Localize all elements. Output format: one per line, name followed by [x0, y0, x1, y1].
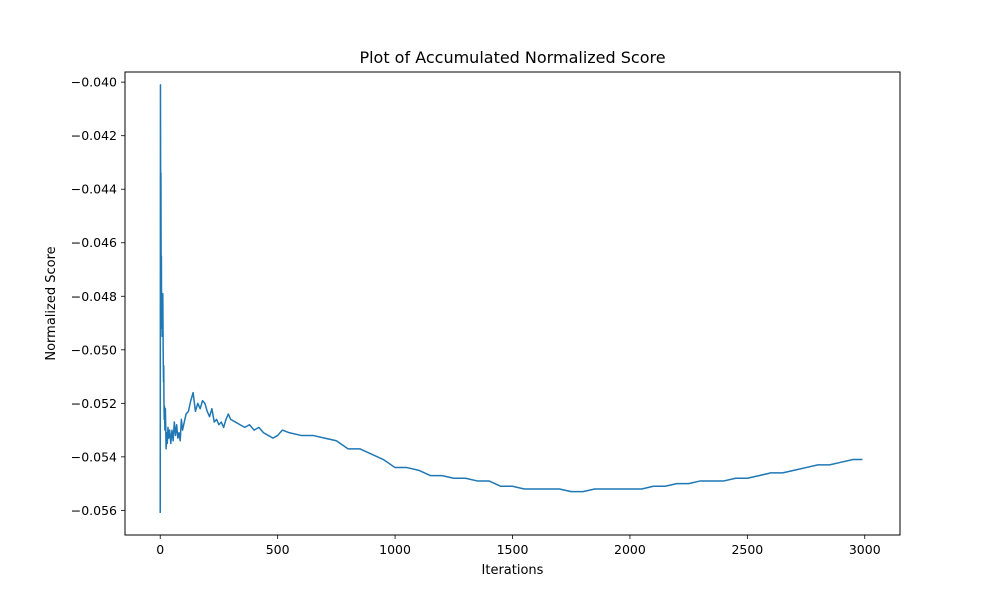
y-tick-label: −0.052: [71, 396, 117, 411]
y-tick-label: −0.054: [71, 449, 117, 464]
plot-area: [159, 84, 863, 514]
x-tick-label: 1000: [379, 542, 411, 557]
x-tick-label: 0: [156, 542, 164, 557]
x-axis: 0 500 1000 1500 2000 2500 3000: [156, 535, 881, 557]
x-tick-label: 1500: [497, 542, 529, 557]
x-tick-label: 500: [266, 542, 290, 557]
y-tick-label: −0.040: [71, 75, 117, 90]
x-axis-label: Iterations: [482, 563, 544, 578]
series-line-0: [159, 84, 863, 514]
x-tick-label: 3000: [849, 542, 881, 557]
y-axis: −0.040 −0.042 −0.044 −0.046 −0.048 −0.050 −0.0…: [71, 75, 125, 518]
y-tick-label: −0.042: [71, 128, 117, 143]
chart-title: Plot of Accumulated Normalized Score: [359, 48, 665, 67]
x-tick-label: 2500: [731, 542, 763, 557]
y-tick-label: −0.050: [71, 342, 117, 357]
x-tick-label: 2000: [614, 542, 646, 557]
y-tick-label: −0.046: [71, 235, 117, 250]
y-tick-label: −0.044: [71, 182, 117, 197]
y-tick-label: −0.048: [71, 289, 117, 304]
y-axis-label: Normalized Score: [44, 246, 59, 360]
y-tick-label: −0.056: [71, 503, 117, 518]
